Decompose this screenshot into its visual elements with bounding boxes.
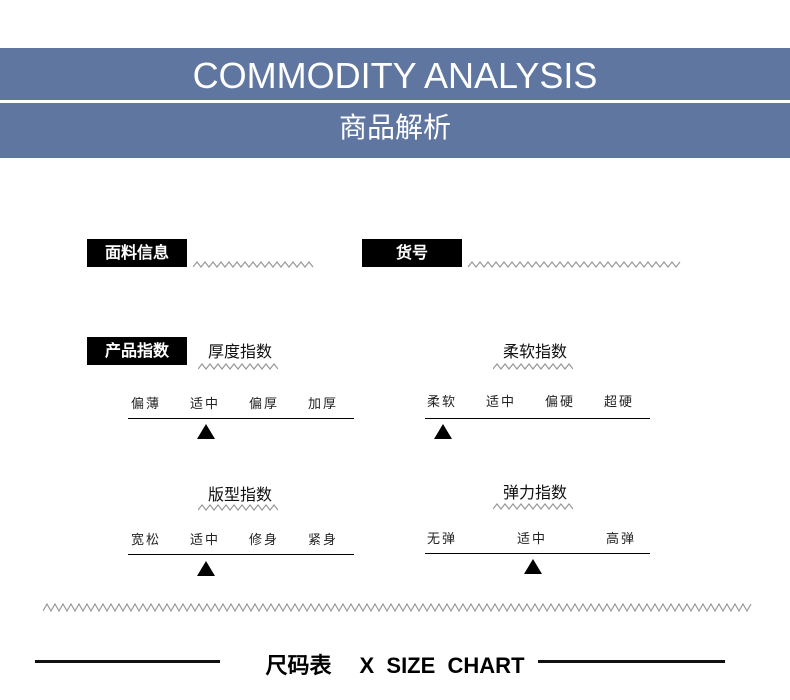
title-en: COMMODITY ANALYSIS <box>0 48 790 100</box>
scale-indicator-triangle <box>197 424 215 439</box>
scale-option: 高弹 <box>605 532 637 547</box>
item-no-tag: 货号 <box>362 239 462 267</box>
scale-line <box>128 418 354 419</box>
scale-option: 紧身 <box>307 533 339 548</box>
scale-title: 厚度指数 <box>207 342 272 361</box>
scale-indicator-triangle <box>197 561 215 576</box>
scale-option: 无弹 <box>426 532 458 547</box>
product-index-tag: 产品指数 <box>87 337 187 365</box>
scale-option: 宽松 <box>130 533 162 548</box>
scale-option: 加厚 <box>307 397 339 412</box>
scale-option: 偏厚 <box>248 397 280 412</box>
scale-indicator-triangle <box>434 424 452 439</box>
scale-option: 适中 <box>189 397 221 412</box>
scale-line <box>425 553 650 554</box>
size-chart-cn: 尺码表 <box>265 653 332 678</box>
wave-divider <box>193 261 314 268</box>
scale-option: 适中 <box>485 395 517 410</box>
footer-line-right <box>538 660 725 663</box>
scale-option: 修身 <box>248 533 280 548</box>
wave-divider <box>43 603 752 613</box>
scale-line <box>425 418 650 419</box>
wave-divider <box>198 504 278 511</box>
wave-divider <box>493 503 573 510</box>
scale-indicator-triangle <box>524 559 542 574</box>
title-cn: 商品解析 <box>0 103 790 158</box>
scale-option: 适中 <box>189 533 221 548</box>
scale-title: 柔软指数 <box>502 342 567 361</box>
scale-line <box>128 554 354 555</box>
scale-option: 超硬 <box>603 395 635 410</box>
scale-option: 偏硬 <box>544 395 576 410</box>
scale-option: 柔软 <box>426 395 458 410</box>
wave-divider <box>468 261 681 268</box>
size-chart-heading: 尺码表 X SIZE CHART <box>0 648 790 680</box>
fabric-tag: 面料信息 <box>87 239 187 267</box>
scale-title: 版型指数 <box>207 485 272 504</box>
footer-line-left <box>35 660 220 663</box>
scale-option: 适中 <box>516 532 548 547</box>
size-chart-en: X SIZE CHART <box>359 653 525 678</box>
scale-option: 偏薄 <box>130 397 162 412</box>
wave-divider <box>198 363 278 370</box>
wave-divider <box>493 363 573 370</box>
scale-title: 弹力指数 <box>502 483 567 502</box>
